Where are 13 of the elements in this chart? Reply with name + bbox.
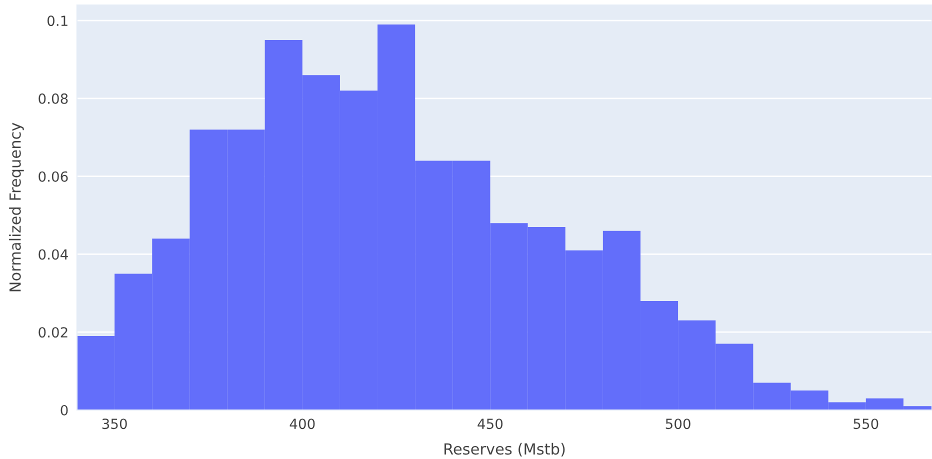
x-tick-label: 350 xyxy=(102,418,127,430)
y-axis-title: Normalized Frequency xyxy=(9,122,24,292)
x-tick-label: 450 xyxy=(478,418,503,430)
x-tick-label: 400 xyxy=(290,418,315,430)
x-tick-label: 550 xyxy=(854,418,878,430)
y-tick-label: 0.06 xyxy=(38,171,68,182)
y-tick-label: 0.04 xyxy=(38,249,68,260)
x-axis-title: Reserves (Mstb) xyxy=(444,442,565,457)
y-tick-label: 0.1 xyxy=(47,16,68,26)
y-tick-label: 0 xyxy=(60,404,68,416)
y-tick-label: 0.02 xyxy=(38,327,68,338)
y-tick-label: 0.08 xyxy=(38,93,68,104)
x-tick-label: 500 xyxy=(666,418,690,430)
